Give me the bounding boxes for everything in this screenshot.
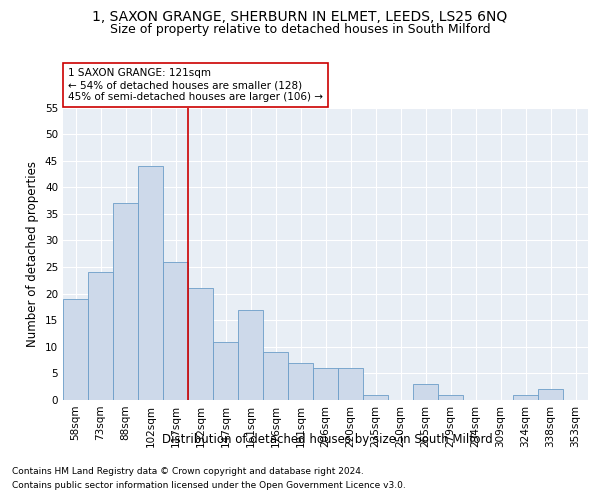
Text: 1, SAXON GRANGE, SHERBURN IN ELMET, LEEDS, LS25 6NQ: 1, SAXON GRANGE, SHERBURN IN ELMET, LEED… — [92, 10, 508, 24]
Bar — [238, 310, 263, 400]
Bar — [438, 394, 463, 400]
Bar — [163, 262, 188, 400]
Bar — [188, 288, 213, 400]
Bar — [338, 368, 363, 400]
Bar — [413, 384, 438, 400]
Text: 1 SAXON GRANGE: 121sqm
← 54% of detached houses are smaller (128)
45% of semi-de: 1 SAXON GRANGE: 121sqm ← 54% of detached… — [68, 68, 323, 102]
Bar — [513, 394, 538, 400]
Bar — [113, 203, 138, 400]
Bar — [363, 394, 388, 400]
Text: Contains HM Land Registry data © Crown copyright and database right 2024.: Contains HM Land Registry data © Crown c… — [12, 468, 364, 476]
Bar — [88, 272, 113, 400]
Bar — [213, 342, 238, 400]
Bar — [313, 368, 338, 400]
Text: Contains public sector information licensed under the Open Government Licence v3: Contains public sector information licen… — [12, 481, 406, 490]
Y-axis label: Number of detached properties: Number of detached properties — [26, 161, 40, 347]
Bar — [288, 363, 313, 400]
Bar — [263, 352, 288, 400]
Bar — [538, 390, 563, 400]
Text: Distribution of detached houses by size in South Milford: Distribution of detached houses by size … — [161, 432, 493, 446]
Bar — [63, 299, 88, 400]
Bar — [138, 166, 163, 400]
Text: Size of property relative to detached houses in South Milford: Size of property relative to detached ho… — [110, 22, 490, 36]
